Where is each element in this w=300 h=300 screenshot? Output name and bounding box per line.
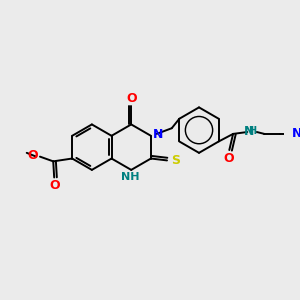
Text: O: O [50,179,60,192]
Text: NH: NH [121,172,140,182]
Text: O: O [28,149,38,162]
Text: H: H [248,126,256,136]
Text: N: N [153,128,163,141]
Text: N: N [292,128,300,140]
Text: S: S [171,154,180,167]
Text: O: O [126,92,136,104]
Text: N: N [244,124,254,138]
Text: O: O [223,152,234,165]
